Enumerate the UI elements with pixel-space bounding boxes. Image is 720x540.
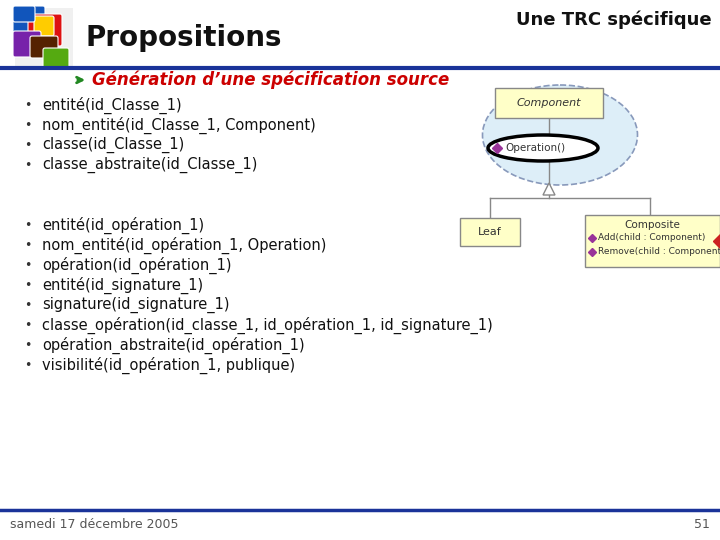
FancyBboxPatch shape bbox=[28, 14, 62, 46]
FancyBboxPatch shape bbox=[585, 215, 720, 267]
FancyBboxPatch shape bbox=[13, 31, 41, 57]
Polygon shape bbox=[543, 183, 555, 195]
FancyBboxPatch shape bbox=[13, 6, 35, 22]
Text: Propositions: Propositions bbox=[85, 24, 282, 52]
Text: classe_opération(id_classe_1, id_opération_1, id_signature_1): classe_opération(id_classe_1, id_opérati… bbox=[42, 316, 492, 334]
Text: •: • bbox=[24, 299, 32, 312]
Text: •: • bbox=[24, 98, 32, 111]
FancyBboxPatch shape bbox=[460, 218, 520, 246]
Text: Remove(child : Component): Remove(child : Component) bbox=[598, 247, 720, 256]
Text: opération(id_opération_1): opération(id_opération_1) bbox=[42, 256, 232, 274]
Text: Operation(): Operation() bbox=[505, 143, 565, 153]
Text: signature(id_signature_1): signature(id_signature_1) bbox=[42, 297, 230, 313]
Text: Une TRC spécifique: Une TRC spécifique bbox=[516, 11, 712, 29]
Text: Add(child : Component): Add(child : Component) bbox=[598, 233, 706, 242]
Text: Component: Component bbox=[517, 98, 581, 108]
Text: 51: 51 bbox=[694, 518, 710, 531]
Text: Génération d’une spécification source: Génération d’une spécification source bbox=[92, 71, 449, 89]
Text: visibilité(id_opération_1, publique): visibilité(id_opération_1, publique) bbox=[42, 356, 295, 374]
Text: •: • bbox=[24, 279, 32, 292]
Text: entité(id_signature_1): entité(id_signature_1) bbox=[42, 276, 203, 294]
Text: •: • bbox=[24, 239, 32, 252]
Text: •: • bbox=[24, 219, 32, 232]
Text: Composite: Composite bbox=[624, 220, 680, 230]
Text: classe_abstraite(id_Classe_1): classe_abstraite(id_Classe_1) bbox=[42, 157, 257, 173]
Text: •: • bbox=[24, 159, 32, 172]
Text: •: • bbox=[24, 118, 32, 132]
Text: •: • bbox=[24, 138, 32, 152]
Text: •: • bbox=[24, 319, 32, 332]
FancyBboxPatch shape bbox=[43, 48, 69, 68]
Text: •: • bbox=[24, 259, 32, 272]
FancyBboxPatch shape bbox=[495, 88, 603, 118]
Text: nom_entité(id_Classe_1, Component): nom_entité(id_Classe_1, Component) bbox=[42, 117, 316, 133]
Text: nom_entité(id_opération_1, Operation): nom_entité(id_opération_1, Operation) bbox=[42, 237, 326, 254]
Text: entité(id_opération_1): entité(id_opération_1) bbox=[42, 217, 204, 234]
Text: Leaf: Leaf bbox=[478, 227, 502, 237]
FancyBboxPatch shape bbox=[15, 8, 73, 66]
Ellipse shape bbox=[488, 135, 598, 161]
Text: opération_abstraite(id_opération_1): opération_abstraite(id_opération_1) bbox=[42, 336, 305, 354]
Text: •: • bbox=[24, 359, 32, 372]
Text: classe(id_Classe_1): classe(id_Classe_1) bbox=[42, 137, 184, 153]
Text: •: • bbox=[24, 339, 32, 352]
Ellipse shape bbox=[482, 85, 637, 185]
Text: entité(id_Classe_1): entité(id_Classe_1) bbox=[42, 97, 181, 113]
FancyBboxPatch shape bbox=[30, 36, 58, 58]
FancyBboxPatch shape bbox=[34, 16, 54, 36]
Text: samedi 17 décembre 2005: samedi 17 décembre 2005 bbox=[10, 518, 179, 531]
FancyBboxPatch shape bbox=[13, 6, 45, 38]
